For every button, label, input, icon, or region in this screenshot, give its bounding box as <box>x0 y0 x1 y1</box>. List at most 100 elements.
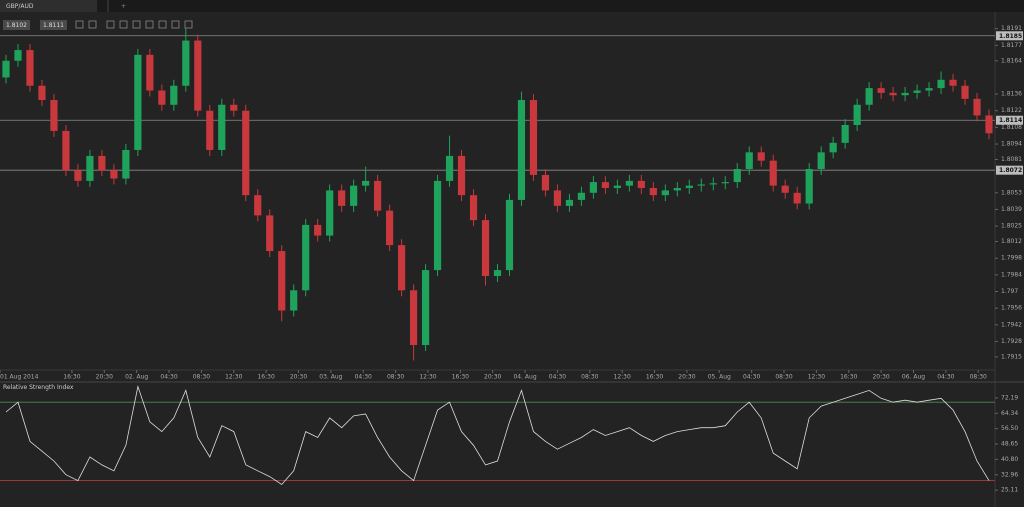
candle-body <box>925 88 933 91</box>
x-tick-label: 08:30 <box>387 374 404 381</box>
x-tick-label: 08:30 <box>970 374 987 381</box>
y-tick-label: 32.96 <box>1001 471 1018 478</box>
x-tick-label: 12:30 <box>419 374 436 381</box>
candle-body <box>745 152 753 169</box>
y-tick-label: 72.19 <box>1001 394 1018 401</box>
candle-body <box>553 190 562 206</box>
rsi-title: Relative Strength Index <box>3 384 74 391</box>
tab-title[interactable]: GBP/AUD <box>6 3 34 10</box>
candle-body <box>673 188 681 191</box>
candle-body <box>949 79 957 86</box>
candle-body <box>134 54 142 150</box>
add-tab[interactable]: + <box>121 3 126 10</box>
x-tick-label: 20:30 <box>96 374 113 381</box>
candle-body <box>302 224 310 291</box>
candle-body <box>14 50 22 61</box>
candle-body <box>182 40 190 86</box>
candle-body <box>62 130 70 171</box>
candle-body <box>409 290 418 346</box>
object-icon[interactable] <box>158 20 167 29</box>
candle-body <box>973 98 981 116</box>
candle-body <box>589 182 597 193</box>
candle-body <box>733 168 741 183</box>
y-tick-label: 1.7928 <box>1001 338 1022 345</box>
y-tick-label: 1.8191 <box>1001 25 1022 32</box>
y-tick-label: 1.7942 <box>1001 321 1022 328</box>
y-tick-label: 1.8012 <box>1001 238 1022 245</box>
template-icon[interactable] <box>145 20 154 29</box>
tab[interactable] <box>0 0 97 12</box>
candle-body <box>817 152 825 169</box>
candle-body <box>769 160 777 186</box>
candle-body <box>26 50 34 86</box>
level-tag-label: 1.8114 <box>999 117 1022 124</box>
candle-body <box>625 180 633 186</box>
candle-body <box>685 185 693 189</box>
candle-body <box>805 168 813 204</box>
candle-body <box>38 85 46 101</box>
candle-body <box>757 152 765 161</box>
candle-body <box>374 180 382 211</box>
ask-price[interactable]: 1.8111 <box>43 22 64 29</box>
indicator-icon[interactable] <box>132 20 141 29</box>
bid-price[interactable]: 1.8102 <box>6 22 27 29</box>
candle-body <box>481 220 490 277</box>
bid-box[interactable] <box>3 20 30 30</box>
candle-body <box>505 199 514 271</box>
level-tag <box>996 115 1023 125</box>
candle-body <box>433 180 442 271</box>
candle-body <box>829 142 837 153</box>
toolbar-icons <box>75 20 193 29</box>
level-tag-label: 1.8072 <box>999 167 1022 174</box>
chart-type-icon[interactable] <box>106 20 115 29</box>
candle-body <box>469 195 478 221</box>
candle-body <box>2 60 10 78</box>
candle-body <box>242 110 250 196</box>
candle-body <box>290 290 298 311</box>
candle-body <box>637 180 645 189</box>
candle-body <box>218 104 226 150</box>
ask-box[interactable] <box>40 20 67 30</box>
y-tick-label: 1.8177 <box>1001 42 1022 49</box>
candle-body <box>913 90 921 93</box>
candle-body <box>230 104 238 111</box>
x-tick-label: 16:30 <box>840 374 857 381</box>
candle-body <box>865 88 873 105</box>
candle-body <box>661 190 669 196</box>
candle-body <box>362 180 370 186</box>
x-tick-label: 02. Aug <box>125 374 148 381</box>
x-tick-label: 20:30 <box>290 374 307 381</box>
y-tick-label: 1.8053 <box>1001 189 1022 196</box>
candle-body <box>457 155 466 196</box>
candle-body <box>841 124 849 143</box>
candle-body <box>601 182 609 189</box>
period-icon[interactable] <box>119 20 128 29</box>
x-tick-label: 01 Aug 2014 <box>0 374 39 381</box>
y-tick-label: 1.7998 <box>1001 255 1022 262</box>
candle-body <box>421 270 430 346</box>
y-tick-label: 48.65 <box>1001 441 1018 448</box>
candle-body <box>398 245 406 291</box>
candle-body <box>350 185 358 206</box>
x-tick-label: 04:30 <box>355 374 372 381</box>
candle-body <box>254 195 262 216</box>
y-tick-label: 1.8025 <box>1001 223 1022 230</box>
x-tick-label: 16:30 <box>646 374 663 381</box>
zoom-in-icon[interactable] <box>75 20 84 29</box>
candle-body <box>338 190 346 206</box>
y-tick-label: 1.8136 <box>1001 91 1022 98</box>
x-tick-label: 04:30 <box>743 374 760 381</box>
level-tag-label: 1.8185 <box>999 33 1022 40</box>
drawing-icon[interactable] <box>171 20 180 29</box>
candle-body <box>278 251 286 311</box>
x-tick-label: 08:30 <box>775 374 792 381</box>
y-tick-label: 1.8039 <box>1001 206 1022 213</box>
rsi-line <box>5 384 990 486</box>
level-tag <box>996 165 1023 175</box>
pen-icon[interactable] <box>184 20 193 29</box>
zoom-out-icon[interactable] <box>88 20 97 29</box>
candle-body <box>565 199 574 206</box>
candle-body <box>721 182 729 184</box>
candle-body <box>613 185 621 189</box>
